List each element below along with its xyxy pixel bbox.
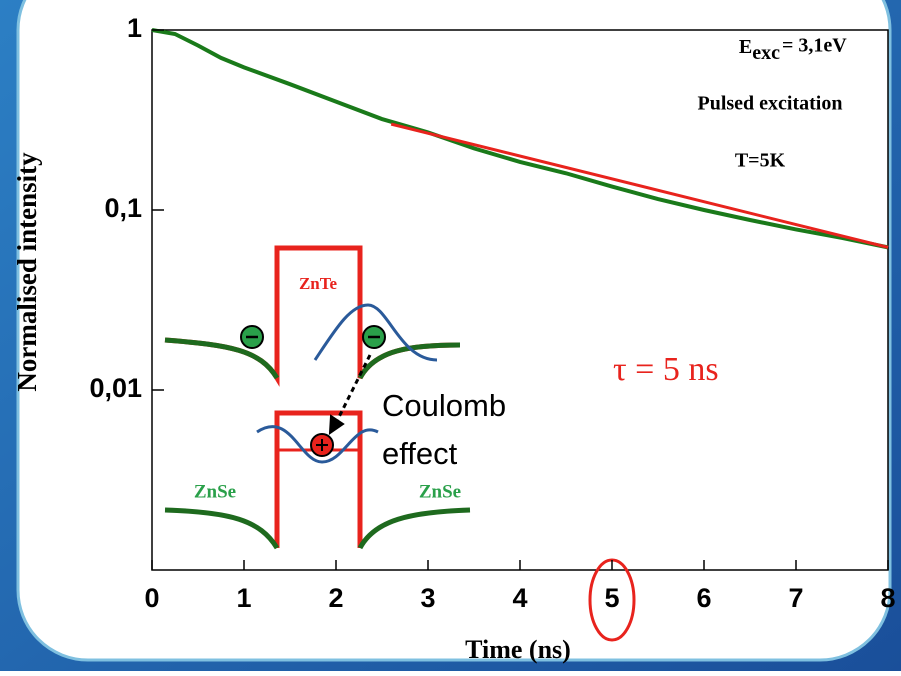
x-tick-label: 8 xyxy=(880,583,895,613)
x-tick-label: 3 xyxy=(420,583,435,613)
x-tick-label: 5 xyxy=(604,583,619,613)
panel xyxy=(16,0,892,662)
x-tick-label: 4 xyxy=(512,583,527,613)
electron-wave xyxy=(313,303,438,362)
y-tick-label: 0,01 xyxy=(89,373,142,403)
annotation: T=5K xyxy=(735,150,786,172)
arrow xyxy=(333,354,372,426)
x-tick-label: 7 xyxy=(788,583,803,613)
band-diagram xyxy=(164,245,471,550)
x-tick-label: 2 xyxy=(328,583,343,613)
zn-te-well xyxy=(274,410,363,548)
annotation: Coulomb xyxy=(382,388,506,423)
material-label: ZnTe xyxy=(299,274,338,293)
excitation-annotation: Eexc xyxy=(739,36,780,64)
excitation-symbol: E xyxy=(739,36,752,58)
series-line xyxy=(390,122,889,249)
plot-area xyxy=(151,28,889,250)
y-tick-label: 1 xyxy=(127,13,142,43)
arrow-head xyxy=(328,414,345,435)
left-cb xyxy=(164,337,280,380)
series-line xyxy=(151,28,889,250)
excitation-subscript: exc xyxy=(752,42,780,64)
right-vb xyxy=(357,507,471,550)
annotation: Pulsed excitation xyxy=(698,93,843,115)
x-tick-label: 6 xyxy=(696,583,711,613)
excitation-value: = 3,1eV xyxy=(782,35,847,57)
y-tick-label: 0,1 xyxy=(104,193,142,223)
x-axis-label: Time (ns) xyxy=(465,635,571,664)
x-tick-label: 1 xyxy=(236,583,251,613)
tau-annotation: τ = 5 ns xyxy=(613,351,719,388)
x-tick-label: 0 xyxy=(144,583,159,613)
y-axis-label: Normalised intensity xyxy=(12,152,42,392)
material-label: ZnSe xyxy=(194,481,236,502)
hole-wave xyxy=(256,425,379,464)
annotation: effect xyxy=(382,436,458,471)
right-cb xyxy=(357,342,461,380)
material-label: ZnSe xyxy=(419,481,461,502)
left-vb xyxy=(164,507,280,550)
